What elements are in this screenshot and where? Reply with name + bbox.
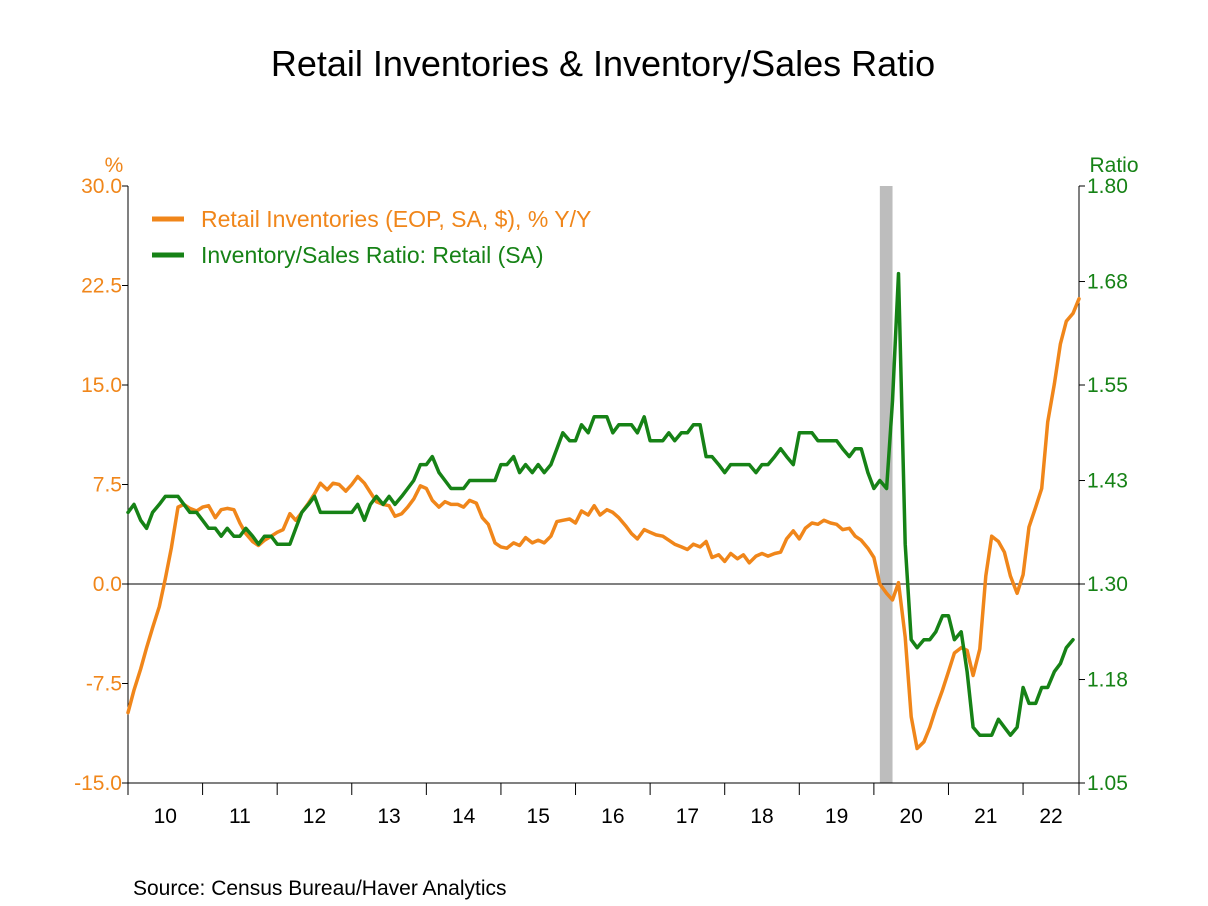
- right-axis-tick-label: 1.55: [1087, 374, 1128, 397]
- x-axis-tick-label: 15: [527, 805, 550, 828]
- x-axis-tick-label: 16: [601, 805, 624, 828]
- legend-label-ratio: Inventory/Sales Ratio: Retail (SA): [201, 242, 544, 268]
- x-axis-tick-label: 19: [825, 805, 848, 828]
- legend-label-inventories: Retail Inventories (EOP, SA, $), % Y/Y: [201, 206, 591, 232]
- chart-title: Retail Inventories & Inventory/Sales Rat…: [271, 43, 935, 84]
- x-axis-tick-label: 11: [229, 805, 251, 828]
- x-axis-tick-label: 17: [676, 805, 699, 828]
- left-axis-tick-label: 7.5: [93, 474, 122, 497]
- x-axis-tick-label: 20: [899, 805, 922, 828]
- x-axis-tick-label: 22: [1039, 805, 1062, 828]
- right-axis-tick-label: 1.43: [1087, 470, 1128, 493]
- right-axis-tick-label: 1.68: [1087, 271, 1128, 294]
- x-axis-tick-label: 18: [750, 805, 773, 828]
- left-axis-tick-label: 15.0: [81, 374, 122, 397]
- x-axis-tick-label: 12: [303, 805, 326, 828]
- left-axis-unit: %: [105, 154, 124, 177]
- x-axis-tick-label: 21: [974, 805, 997, 828]
- left-axis-tick-label: 0.0: [93, 573, 122, 596]
- source-note: Source: Census Bureau/Haver Analytics: [133, 877, 507, 900]
- left-axis-tick-label: -7.5: [86, 673, 122, 696]
- left-axis-tick-label: 22.5: [81, 275, 122, 298]
- series-layer: [126, 271, 1081, 751]
- legend: Retail Inventories (EOP, SA, $), % Y/Y I…: [152, 206, 591, 268]
- series-line-ratio: [126, 271, 1075, 737]
- x-axis-tick-label: 13: [377, 805, 400, 828]
- series-line-inventories: [126, 297, 1081, 751]
- right-axis-tick-label: 1.30: [1087, 573, 1128, 596]
- right-axis-tick-label: 1.18: [1087, 669, 1128, 692]
- right-axis-tick-label: 1.05: [1087, 772, 1128, 795]
- axes: 30.0 22.5 15.0 7.5 0.0 -7.5 -15.0 1.80 1.68 1.55 1…: [74, 175, 1128, 828]
- x-axis-tick-label: 10: [154, 805, 177, 828]
- right-axis-unit: Ratio: [1089, 154, 1138, 177]
- x-axis-tick-label: 14: [452, 805, 476, 828]
- left-axis-tick-label: 30.0: [81, 175, 122, 198]
- right-axis-tick-label: 1.80: [1087, 175, 1128, 198]
- left-axis-tick-label: -15.0: [74, 772, 122, 795]
